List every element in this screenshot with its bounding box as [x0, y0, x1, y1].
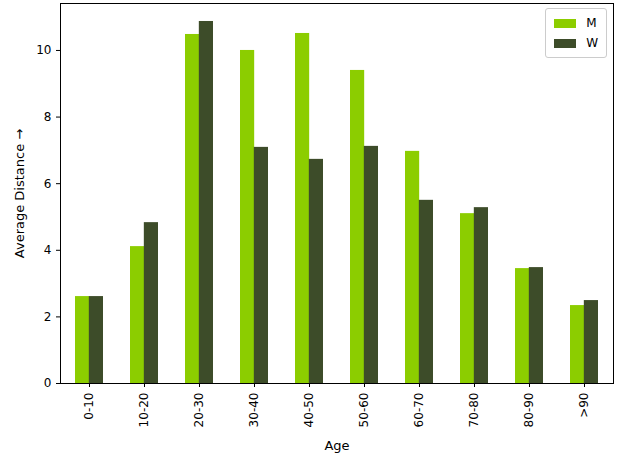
svg-text:40-50: 40-50 — [302, 393, 316, 428]
svg-text:20-30: 20-30 — [192, 393, 206, 428]
svg-text:Average Distance →: Average Distance → — [12, 129, 27, 258]
svg-text:0-10: 0-10 — [82, 393, 96, 420]
svg-text:30-40: 30-40 — [247, 393, 261, 428]
html-text:M: M — [586, 16, 597, 30]
svg-text:0: 0 — [44, 376, 52, 390]
svg-text:50-60: 50-60 — [357, 393, 371, 428]
svg-text:4: 4 — [44, 243, 52, 257]
svg-text:8: 8 — [44, 110, 52, 124]
html-text:W: W — [586, 36, 598, 50]
svg-text:2: 2 — [44, 310, 52, 324]
svg-text:Age: Age — [324, 438, 349, 453]
svg-text:10-20: 10-20 — [137, 393, 151, 428]
svg-text:10: 10 — [36, 43, 51, 57]
svg-text:80-90: 80-90 — [522, 393, 536, 428]
svg-text:6: 6 — [44, 177, 52, 191]
svg-text:>90: >90 — [577, 393, 591, 418]
svg-text:70-80: 70-80 — [467, 393, 481, 428]
svg-text:60-70: 60-70 — [412, 393, 426, 428]
